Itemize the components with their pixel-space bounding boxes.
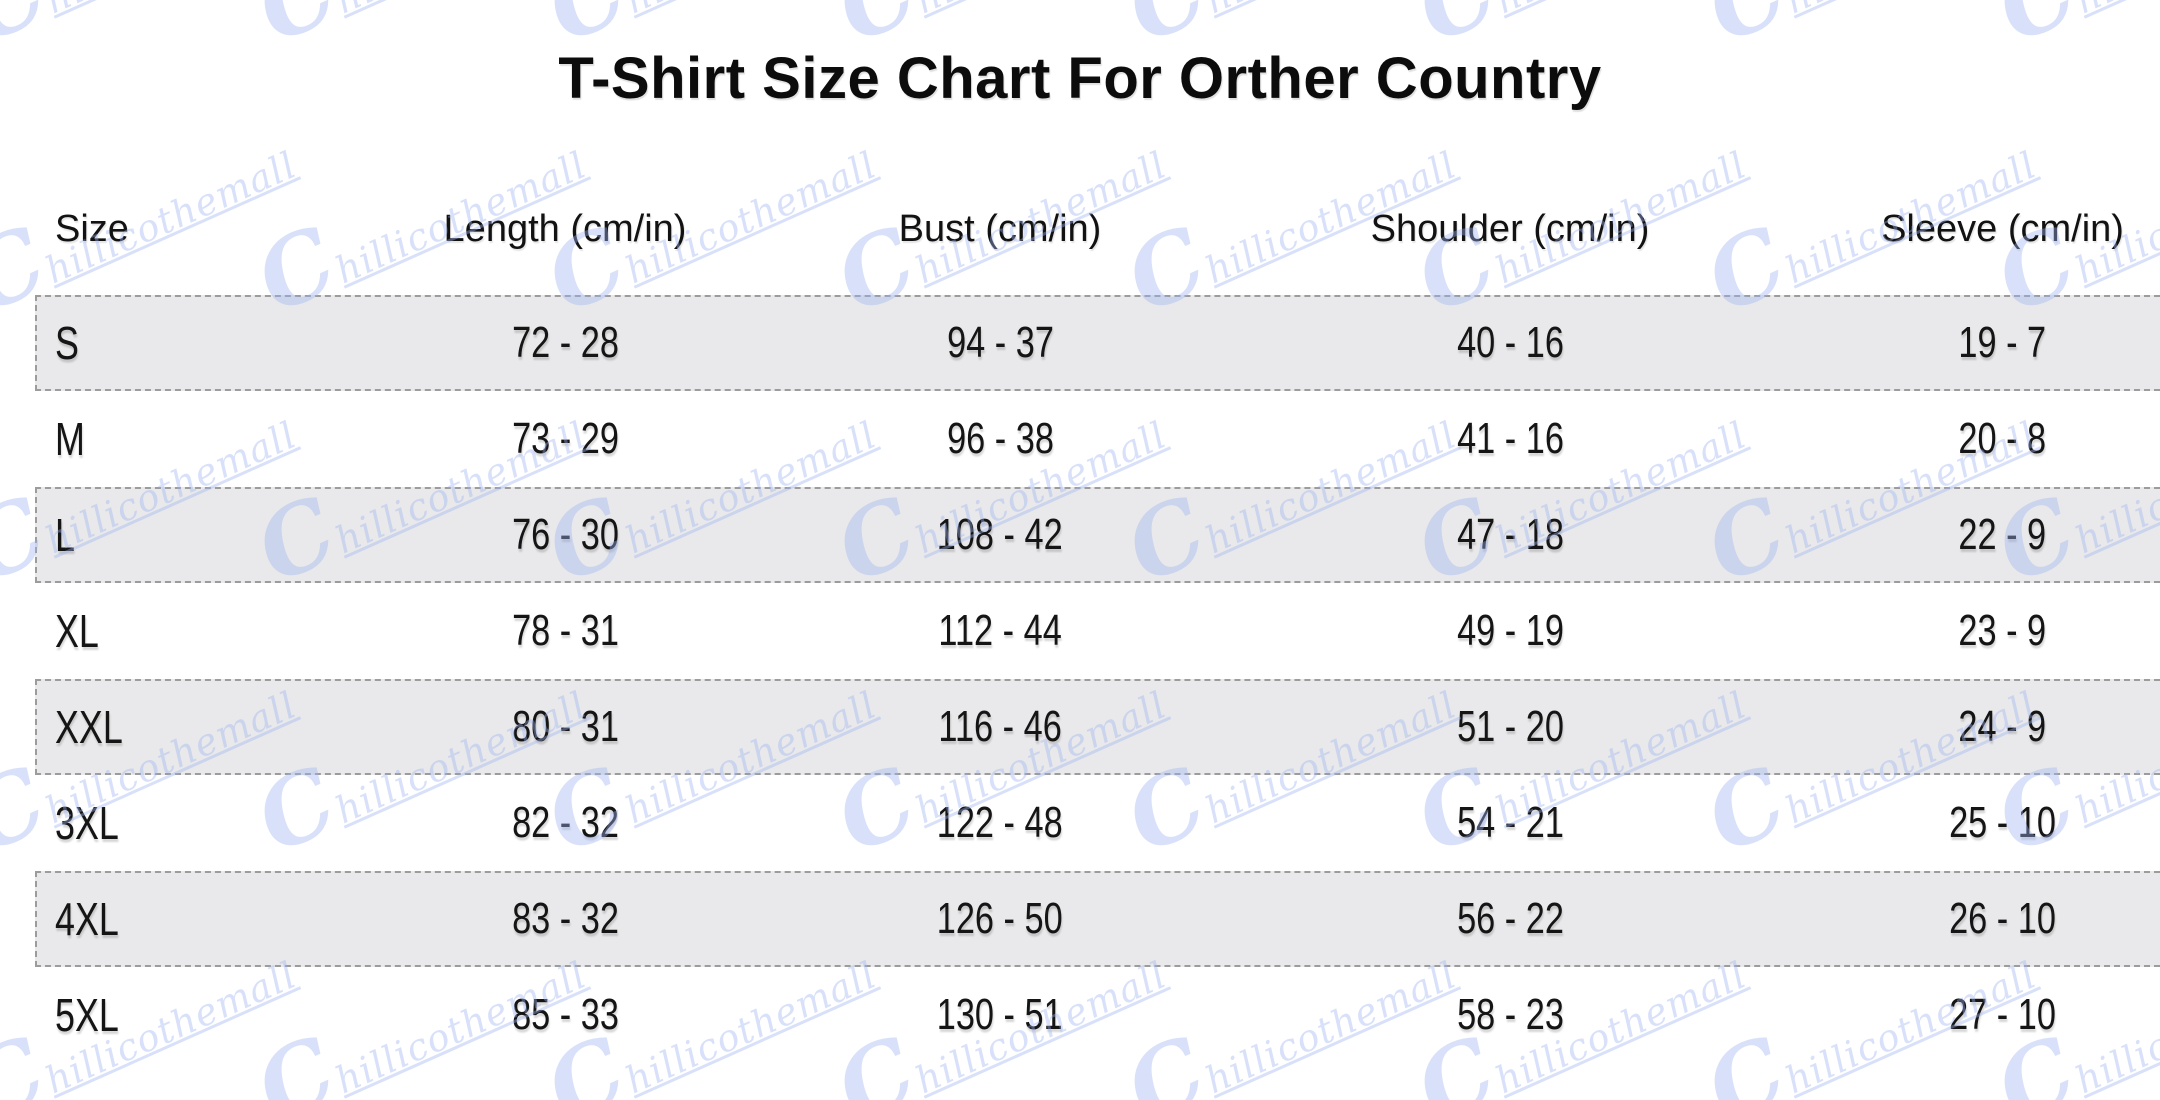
- column-header-size: Size: [55, 208, 129, 250]
- measurement-cell: 126 - 50: [937, 894, 1063, 943]
- size-cell: M: [55, 413, 85, 465]
- measurement-cell: 22 - 9: [1958, 510, 2047, 559]
- watermark-text: hillicothemall: [39, 0, 303, 22]
- column-header-bust: Bust (cm/in): [898, 208, 1102, 250]
- size-cell: 3XL: [55, 797, 119, 849]
- size-cell: L: [55, 509, 75, 561]
- size-cell: XXL: [55, 701, 123, 753]
- measurement-cell: 76 - 30: [511, 510, 619, 559]
- measurement-cell: 85 - 33: [511, 990, 619, 1039]
- measurement-cell: 49 - 19: [1456, 606, 1564, 655]
- measurement-cell: 51 - 20: [1456, 702, 1564, 751]
- size-cell: S: [55, 317, 79, 369]
- measurement-cell: 24 - 9: [1958, 702, 2047, 751]
- size-cell: 5XL: [55, 989, 119, 1041]
- column-header-sleeve: Sleeve (cm/in): [1881, 208, 2124, 250]
- measurement-cell: 26 - 10: [1949, 894, 2056, 943]
- table-row: XXL 80 - 31 116 - 46 51 - 20 24 - 9: [35, 679, 2160, 775]
- table-row: 4XL 83 - 32 126 - 50 56 - 22 26 - 10: [35, 871, 2160, 967]
- column-header-shoulder: Shoulder (cm/in): [1370, 208, 1650, 250]
- table-row: 5XL 85 - 33 130 - 51 58 - 23 27 - 10: [35, 967, 2160, 1063]
- table-header-row: Size Length (cm/in) Bust (cm/in) Shoulde…: [0, 182, 2160, 277]
- measurement-cell: 27 - 10: [1949, 990, 2056, 1039]
- measurement-cell: 78 - 31: [511, 606, 619, 655]
- table-row: S 72 - 28 94 - 37 40 - 16 19 - 7: [35, 295, 2160, 391]
- watermark-text: hillicothemall: [1199, 0, 1463, 22]
- watermark-text: hillicothemall: [909, 0, 1173, 22]
- measurement-cell: 122 - 48: [937, 798, 1063, 847]
- table-row: 3XL 82 - 32 122 - 48 54 - 21 25 - 10: [35, 775, 2160, 871]
- measurement-cell: 108 - 42: [937, 510, 1063, 559]
- measurement-cell: 58 - 23: [1456, 990, 1564, 1039]
- watermark-text: hillicothemall: [619, 0, 883, 22]
- table-row: L 76 - 30 108 - 42 47 - 18 22 - 9: [35, 487, 2160, 583]
- column-header-length: Length (cm/in): [443, 208, 687, 250]
- table-row: M 73 - 29 96 - 38 41 - 16 20 - 8: [35, 391, 2160, 487]
- measurement-cell: 20 - 8: [1958, 414, 2047, 463]
- measurement-cell: 83 - 32: [511, 894, 619, 943]
- watermark-text: hillicothemall: [1489, 0, 1753, 22]
- watermark-text: hillicothemall: [329, 0, 593, 22]
- measurement-cell: 19 - 7: [1958, 318, 2047, 367]
- measurement-cell: 116 - 46: [938, 702, 1062, 751]
- watermark-text: hillicothemall: [2069, 0, 2160, 22]
- size-cell: 4XL: [55, 893, 119, 945]
- measurement-cell: 130 - 51: [937, 990, 1063, 1039]
- measurement-cell: 47 - 18: [1456, 510, 1564, 559]
- page-title: T-Shirt Size Chart For Orther Country: [558, 46, 1602, 111]
- measurement-cell: 94 - 37: [946, 318, 1054, 367]
- size-table-body: S 72 - 28 94 - 37 40 - 16 19 - 7 M 73 - 29 96 -…: [0, 295, 2160, 1063]
- measurement-cell: 54 - 21: [1456, 798, 1564, 847]
- measurement-cell: 23 - 9: [1958, 606, 2047, 655]
- measurement-cell: 56 - 22: [1456, 894, 1564, 943]
- measurement-cell: 72 - 28: [511, 318, 619, 367]
- measurement-cell: 80 - 31: [511, 702, 619, 751]
- measurement-cell: 96 - 38: [946, 414, 1054, 463]
- measurement-cell: 25 - 10: [1949, 798, 2056, 847]
- table-row: XL 78 - 31 112 - 44 49 - 19 23 - 9: [35, 583, 2160, 679]
- watermark-text: hillicothemall: [1779, 0, 2043, 22]
- size-chart-content: T-Shirt Size Chart For Orther Country Si…: [0, 45, 2160, 1063]
- measurement-cell: 112 - 44: [938, 606, 1062, 655]
- measurement-cell: 82 - 32: [511, 798, 619, 847]
- measurement-cell: 73 - 29: [511, 414, 619, 463]
- measurement-cell: 40 - 16: [1456, 318, 1564, 367]
- size-cell: XL: [55, 605, 99, 657]
- measurement-cell: 41 - 16: [1456, 414, 1564, 463]
